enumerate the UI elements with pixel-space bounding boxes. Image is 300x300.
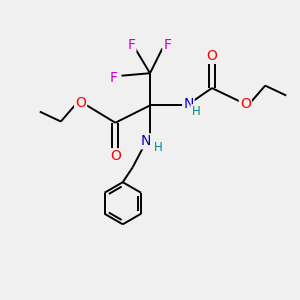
Text: N: N — [141, 134, 152, 148]
Text: O: O — [75, 96, 86, 110]
Text: H: H — [154, 141, 163, 154]
Text: F: F — [110, 71, 118, 85]
Text: N: N — [183, 97, 194, 111]
Text: O: O — [206, 49, 218, 63]
Text: F: F — [163, 38, 171, 52]
Text: H: H — [191, 105, 200, 118]
Text: O: O — [110, 149, 121, 163]
Text: F: F — [128, 38, 135, 52]
Text: O: O — [240, 97, 251, 111]
